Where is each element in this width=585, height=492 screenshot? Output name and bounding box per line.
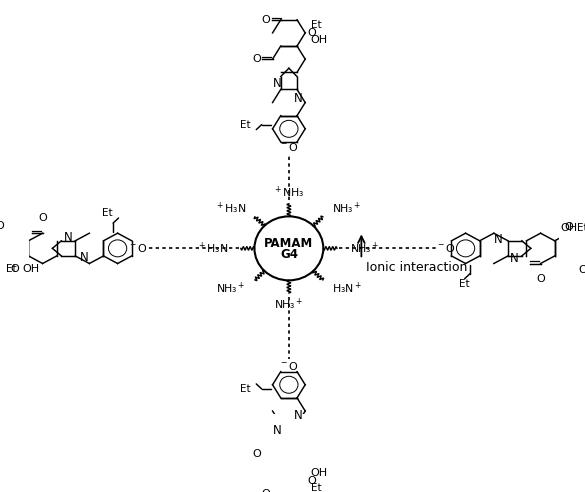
- Text: Et: Et: [311, 20, 321, 31]
- Text: NH₃$^+$: NH₃$^+$: [350, 241, 379, 256]
- Text: H₃N$^+$: H₃N$^+$: [332, 280, 362, 296]
- Text: O: O: [261, 15, 270, 25]
- Text: OH: OH: [311, 468, 328, 478]
- Text: N: N: [80, 251, 89, 264]
- Text: OH: OH: [311, 35, 328, 45]
- Text: Et: Et: [311, 483, 321, 492]
- Text: O: O: [579, 265, 585, 275]
- Text: O: O: [0, 221, 5, 231]
- Text: $^-$O: $^-$O: [279, 360, 299, 372]
- Text: N: N: [294, 92, 303, 104]
- Text: N: N: [64, 231, 73, 244]
- Text: Et: Et: [240, 120, 251, 129]
- Text: Et: Et: [102, 208, 113, 218]
- Text: $^+$H₃N: $^+$H₃N: [215, 201, 246, 216]
- Text: Et: Et: [6, 264, 17, 274]
- Text: NH₃$^+$: NH₃$^+$: [332, 201, 362, 216]
- Text: N: N: [273, 424, 282, 437]
- Text: Ionic interaction: Ionic interaction: [366, 261, 467, 274]
- Text: O: O: [307, 28, 316, 38]
- Text: G4: G4: [280, 248, 298, 261]
- Text: O: O: [261, 489, 270, 492]
- Text: $^-$O: $^-$O: [279, 141, 299, 154]
- Text: $^+$H₃N: $^+$H₃N: [197, 241, 228, 256]
- Text: O: O: [252, 449, 261, 460]
- Text: OH: OH: [22, 264, 40, 274]
- Text: Et: Et: [577, 223, 585, 233]
- Text: N: N: [494, 233, 503, 246]
- Text: N: N: [273, 77, 282, 90]
- Text: NH₃$^+$: NH₃$^+$: [216, 280, 246, 296]
- Text: PAMAM: PAMAM: [264, 237, 314, 250]
- Text: O: O: [10, 264, 19, 275]
- Text: O: O: [252, 54, 261, 64]
- Text: O: O: [536, 274, 545, 284]
- Text: NH₃$^+$: NH₃$^+$: [274, 297, 304, 312]
- Text: O: O: [565, 222, 573, 232]
- Text: $^-$O: $^-$O: [436, 243, 456, 254]
- Text: N: N: [294, 409, 303, 422]
- Text: O: O: [307, 476, 316, 486]
- Text: Et: Et: [240, 384, 251, 394]
- Text: $^+$NH₃: $^+$NH₃: [273, 184, 305, 200]
- Text: Et: Et: [459, 278, 470, 289]
- Text: $^-$O: $^-$O: [128, 243, 147, 254]
- Text: OH: OH: [560, 223, 578, 233]
- Text: N: N: [510, 252, 519, 266]
- Text: O: O: [38, 213, 47, 223]
